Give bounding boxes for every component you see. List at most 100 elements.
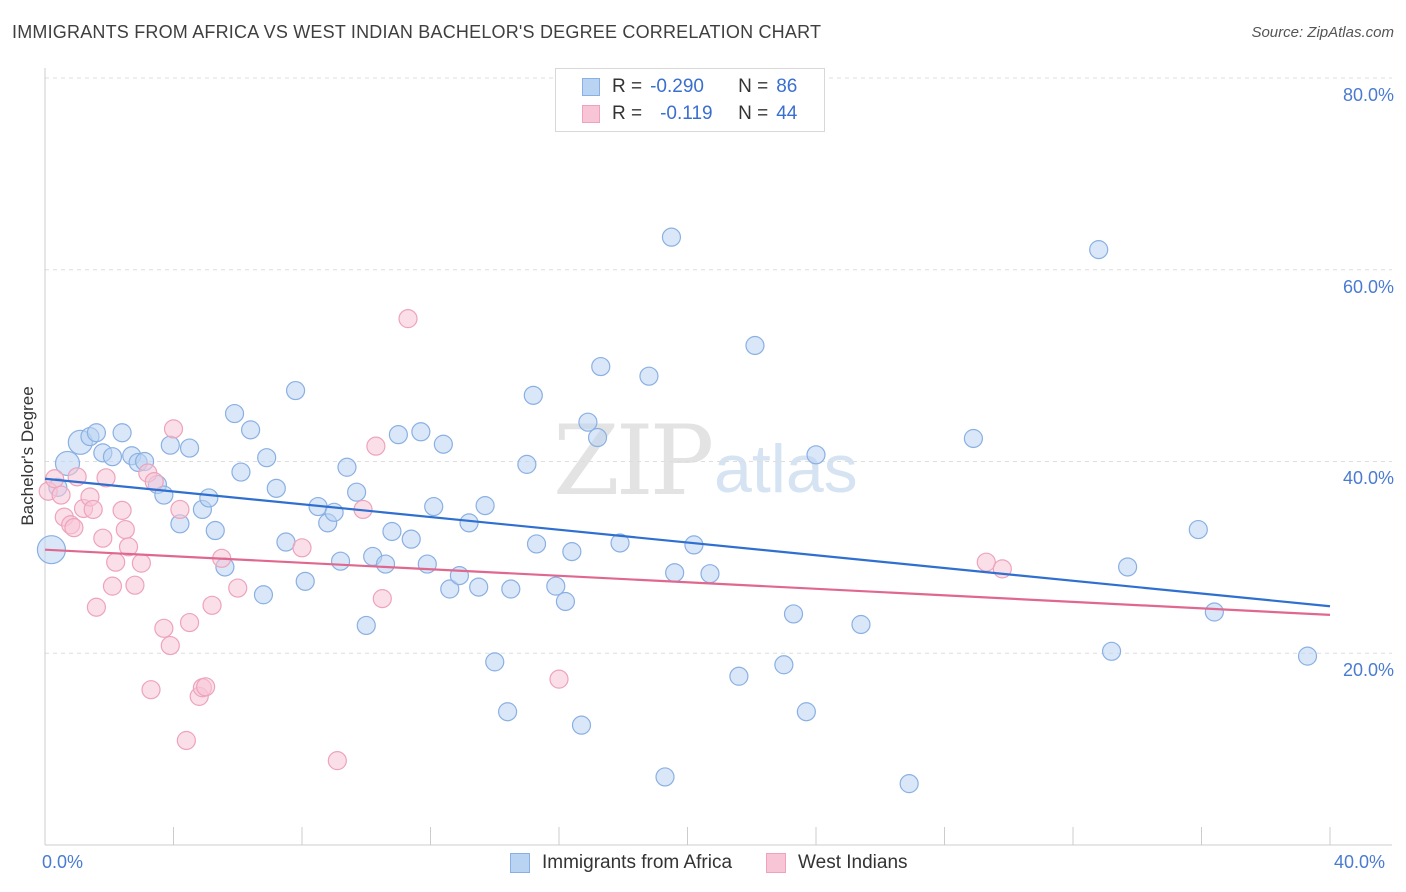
- africa-point: [231, 462, 251, 482]
- africa-point: [102, 447, 123, 467]
- africa-point: [774, 655, 794, 675]
- africa-trend-line: [44, 477, 1331, 608]
- legend-item-west-indians: West Indians: [766, 852, 908, 874]
- africa-point: [526, 534, 547, 554]
- west-indians-point: [86, 597, 107, 617]
- africa-point: [1101, 641, 1122, 661]
- west-indians-point: [115, 519, 135, 540]
- africa-point: [276, 532, 296, 552]
- africa-point: [655, 767, 675, 787]
- africa-point: [266, 478, 286, 498]
- africa-point: [205, 520, 225, 541]
- africa-point: [160, 435, 180, 455]
- west-indians-point: [179, 612, 200, 633]
- r-label: R =: [612, 76, 643, 97]
- africa-point: [337, 457, 357, 477]
- west-indians-point: [112, 500, 132, 520]
- africa-point: [665, 563, 685, 583]
- west-indians-point: [549, 669, 569, 689]
- africa-point: [517, 454, 537, 474]
- africa-point: [700, 564, 720, 584]
- west-indians-point: [228, 578, 248, 598]
- africa-point: [440, 579, 460, 599]
- africa-point: [179, 438, 200, 458]
- pink-swatch: [582, 105, 600, 123]
- r-label: R =: [612, 103, 643, 124]
- y-axis-label: Bachelor's Degree: [18, 386, 37, 526]
- africa-point: [571, 715, 592, 735]
- y-tick-label: 20.0%: [1342, 660, 1394, 680]
- africa-point: [424, 496, 444, 517]
- africa-point: [523, 385, 543, 405]
- africa-point: [684, 535, 704, 555]
- west-indians-point: [102, 576, 123, 596]
- r-value: -0.290: [650, 76, 704, 97]
- r-value: -0.119: [660, 103, 713, 124]
- west-indians-point: [141, 680, 161, 700]
- west-indians-point: [196, 677, 216, 697]
- west-indians-point: [170, 499, 190, 520]
- legend-row-west-indians: R = -0.119 N = 44: [556, 100, 797, 128]
- africa-point: [295, 571, 315, 591]
- africa-point: [796, 702, 816, 722]
- africa-point: [745, 335, 765, 356]
- west-indians-point: [131, 553, 151, 573]
- west-indians-point: [96, 468, 116, 488]
- west-indians-point: [51, 485, 71, 505]
- africa-point: [469, 577, 489, 597]
- series-legend: Immigrants from Africa West Indians: [510, 852, 942, 874]
- africa-point: [1204, 602, 1224, 622]
- africa-point: [578, 412, 598, 432]
- africa-point: [1118, 557, 1138, 577]
- africa-point: [253, 585, 274, 605]
- africa-point: [459, 513, 479, 533]
- africa-point: [1188, 519, 1208, 540]
- africa-point: [112, 423, 132, 443]
- africa-point: [433, 434, 453, 454]
- africa-point: [224, 403, 245, 424]
- africa-point: [411, 422, 431, 442]
- africa-point: [639, 366, 659, 386]
- africa-point: [199, 488, 219, 508]
- africa-point: [783, 604, 804, 624]
- n-label: N =: [738, 76, 769, 97]
- blue-swatch: [510, 853, 530, 873]
- africa-point: [485, 652, 505, 672]
- africa-point: [963, 428, 984, 449]
- africa-point: [806, 445, 826, 465]
- africa-point: [498, 702, 518, 722]
- n-value: 44: [776, 103, 798, 124]
- africa-point: [86, 423, 107, 443]
- n-value: 86: [776, 76, 798, 97]
- west-indians-point: [202, 595, 222, 615]
- west-indians-point: [154, 618, 174, 638]
- west-indians-point: [976, 552, 996, 572]
- x-tick-label: 40.0%: [1334, 852, 1386, 872]
- west-indians-point: [372, 589, 392, 609]
- west-indians-point: [163, 419, 184, 439]
- africa-point: [899, 774, 919, 794]
- west-indians-point: [176, 730, 196, 751]
- west-indians-point: [366, 436, 386, 456]
- chart-title: IMMIGRANTS FROM AFRICA VS WEST INDIAN BA…: [12, 22, 822, 42]
- africa-point: [257, 448, 277, 468]
- africa-point: [347, 482, 367, 502]
- africa-point: [562, 542, 582, 562]
- west-indians-point: [398, 309, 418, 329]
- africa-point: [661, 227, 682, 247]
- legend-label: West Indians: [798, 852, 908, 873]
- africa-point: [501, 579, 521, 599]
- africa-point: [241, 420, 261, 440]
- watermark-atlas: atlas: [714, 431, 858, 507]
- n-label: N =: [738, 103, 769, 124]
- west-indians-point: [160, 635, 180, 656]
- africa-point: [591, 356, 611, 377]
- africa-point: [851, 614, 871, 635]
- africa-point: [610, 533, 630, 553]
- y-tick-label: 60.0%: [1342, 277, 1394, 297]
- africa-point: [1089, 240, 1109, 260]
- africa-point: [285, 380, 306, 401]
- africa-point: [729, 666, 749, 686]
- west-indians-point: [106, 552, 126, 572]
